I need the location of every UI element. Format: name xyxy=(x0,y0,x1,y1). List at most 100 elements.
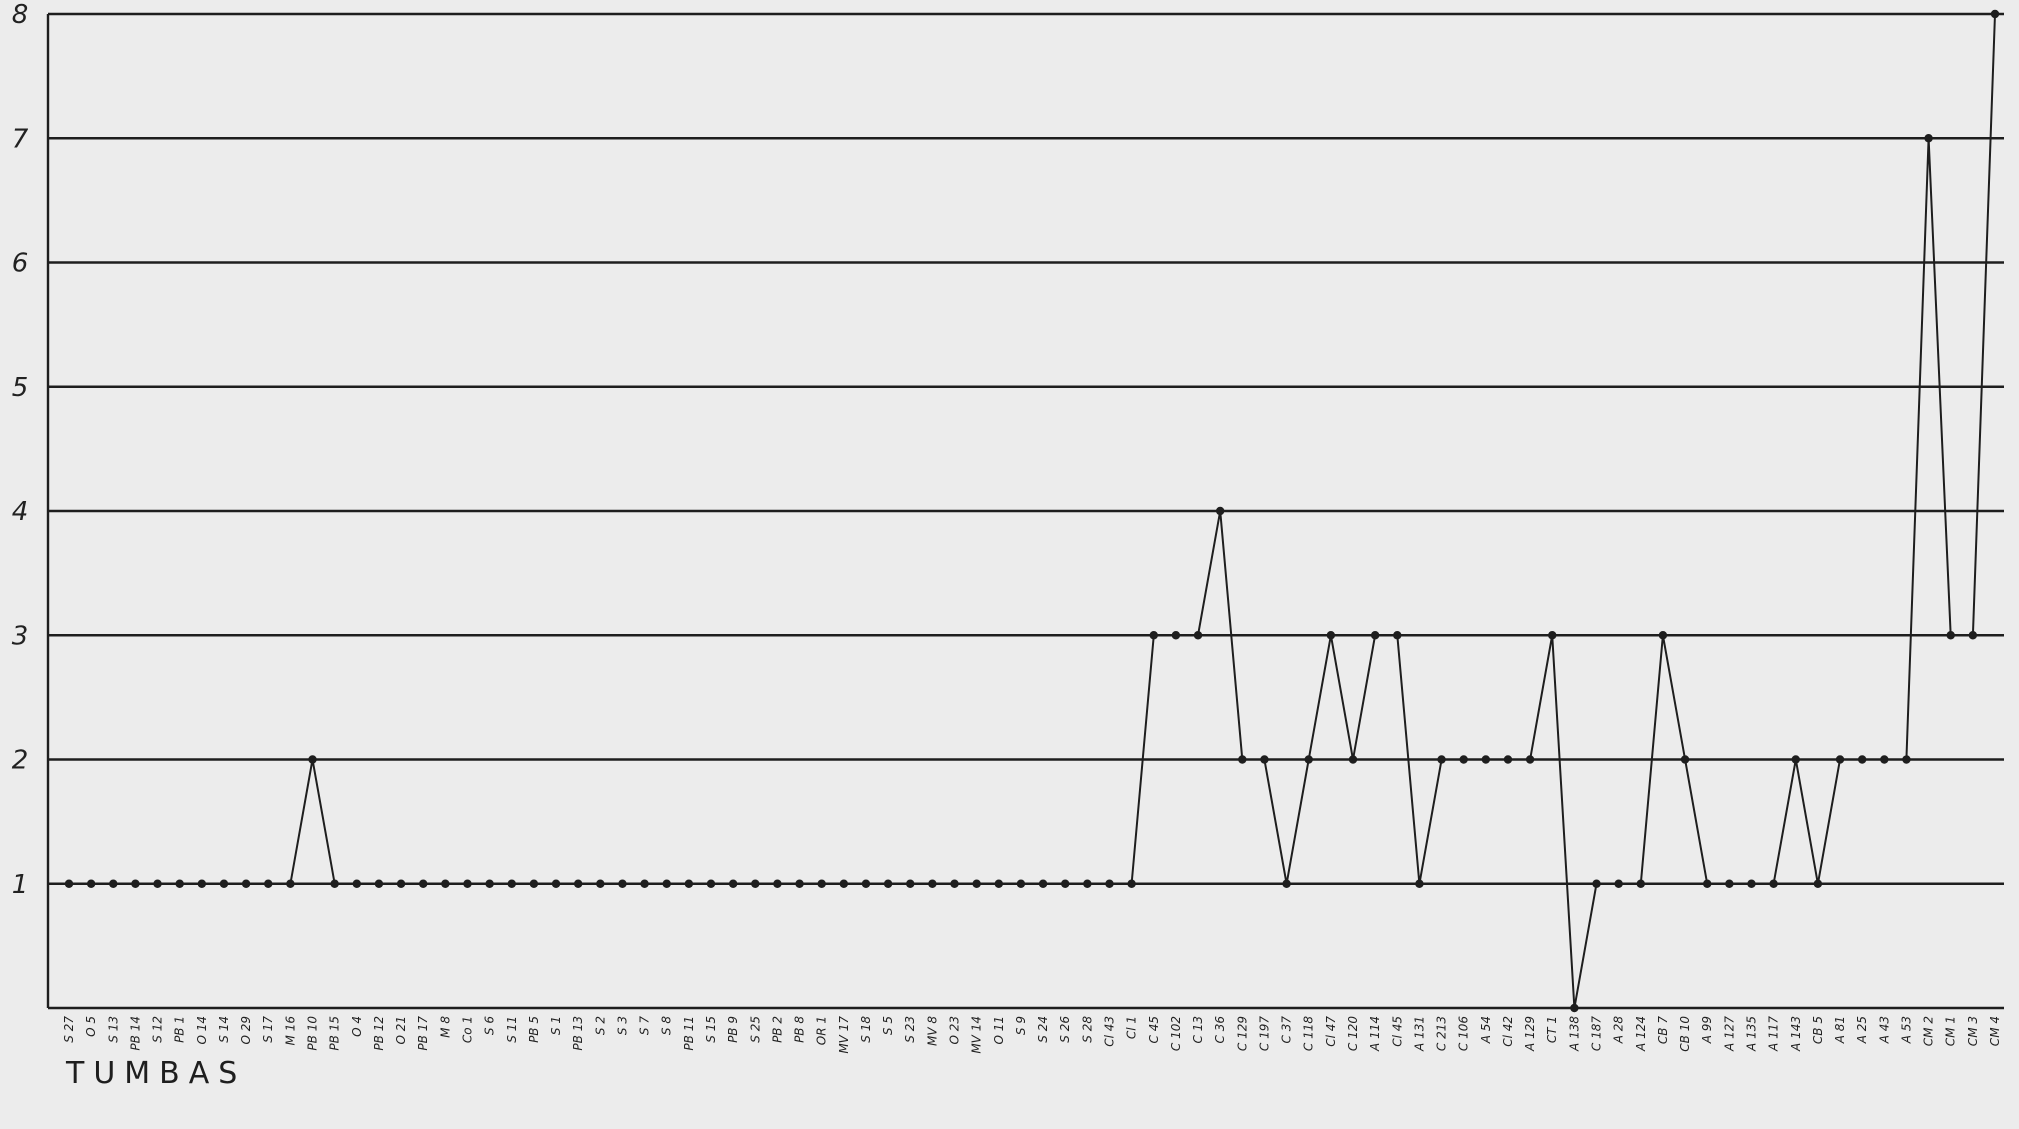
data-point xyxy=(463,879,472,888)
data-point xyxy=(308,755,317,764)
x-tick-label: PB 12 xyxy=(372,1016,386,1051)
data-point xyxy=(861,879,871,888)
data-point xyxy=(573,879,583,888)
data-point xyxy=(1193,631,1203,640)
data-point xyxy=(1835,755,1845,764)
x-tick-label: Co 1 xyxy=(460,1016,474,1043)
data-point xyxy=(1149,631,1158,640)
x-tick-label: CT 1 xyxy=(1545,1016,1559,1043)
x-tick-label: CB 10 xyxy=(1678,1016,1692,1052)
data-point xyxy=(1725,879,1734,888)
data-point xyxy=(1747,879,1756,888)
y-tick-label: 1 xyxy=(12,870,29,900)
data-point xyxy=(1924,134,1933,143)
data-point xyxy=(529,879,539,888)
data-point xyxy=(1348,755,1358,764)
x-tick-label: A 43 xyxy=(1877,1016,1891,1044)
x-tick-label: S 9 xyxy=(1014,1016,1028,1035)
data-point xyxy=(728,879,738,888)
x-tick-label: S 6 xyxy=(483,1016,497,1035)
data-point xyxy=(1238,755,1247,764)
x-tick-label: A 117 xyxy=(1767,1016,1781,1052)
data-point xyxy=(1857,755,1867,764)
data-point xyxy=(330,879,339,888)
x-tick-label: S 28 xyxy=(1080,1016,1094,1043)
data-point xyxy=(1282,879,1291,888)
x-tick-label: S 25 xyxy=(748,1016,762,1043)
x-tick-label: PB 10 xyxy=(306,1016,320,1051)
data-point xyxy=(1658,631,1668,640)
data-point xyxy=(839,879,849,888)
x-tick-label: OR 1 xyxy=(815,1016,829,1045)
data-point xyxy=(175,879,184,888)
data-point xyxy=(950,879,959,888)
x-tick-label: O 5 xyxy=(84,1016,98,1037)
data-point xyxy=(109,879,118,888)
data-point xyxy=(286,879,295,888)
x-tick-label: A 99 xyxy=(1700,1016,1714,1044)
data-point xyxy=(1393,631,1402,640)
x-tick-label: S 18 xyxy=(859,1016,873,1043)
data-point xyxy=(596,879,605,888)
x-tick-label: A 143 xyxy=(1789,1016,1803,1052)
x-tick-label: MV 14 xyxy=(970,1016,984,1054)
data-point xyxy=(1570,1003,1579,1013)
y-tick-label: 7 xyxy=(12,124,29,154)
data-point xyxy=(751,879,760,888)
data-point xyxy=(928,879,937,888)
y-tick-label: 5 xyxy=(12,373,29,403)
x-tick-label: S 1 xyxy=(549,1016,563,1035)
data-point xyxy=(1415,879,1424,888)
data-point xyxy=(1946,631,1955,640)
x-tick-label: A 25 xyxy=(1855,1016,1869,1044)
x-tick-label: A 131 xyxy=(1412,1016,1426,1052)
data-point xyxy=(1105,879,1114,888)
x-tick-label: O 29 xyxy=(239,1016,253,1045)
data-point xyxy=(1459,755,1468,764)
x-tick-label: A 81 xyxy=(1833,1016,1847,1044)
x-tick-label: C 36 xyxy=(1213,1016,1227,1044)
x-tick-label: M 16 xyxy=(283,1016,297,1046)
x-tick-label: A 135 xyxy=(1744,1016,1758,1052)
data-point xyxy=(906,879,915,888)
data-point xyxy=(264,879,273,888)
data-point xyxy=(441,879,450,888)
x-tick-label: CB 7 xyxy=(1656,1016,1670,1044)
data-point xyxy=(131,879,140,888)
data-point xyxy=(640,879,649,888)
x-tick-label: Cl 1 xyxy=(1125,1016,1139,1039)
data-point xyxy=(352,879,361,888)
data-point xyxy=(1614,879,1623,888)
x-tick-label: C 197 xyxy=(1257,1016,1271,1051)
x-tick-label: A 53 xyxy=(1899,1016,1913,1044)
x-tick-label: S 12 xyxy=(151,1016,165,1043)
x-tick-label: O 23 xyxy=(948,1016,962,1045)
x-tick-label: C 45 xyxy=(1147,1016,1161,1043)
data-point xyxy=(1791,755,1800,764)
x-tick-label: C 118 xyxy=(1302,1016,1316,1051)
y-tick-label: 8 xyxy=(12,0,29,30)
x-tick-label: A 28 xyxy=(1612,1016,1626,1045)
data-point xyxy=(1016,879,1026,888)
x-tick-label: PB 14 xyxy=(128,1016,142,1051)
data-point xyxy=(1437,755,1446,764)
data-point xyxy=(773,879,782,888)
x-tick-label: PB 2 xyxy=(770,1016,784,1043)
x-tick-label: MV 17 xyxy=(837,1016,851,1054)
x-tick-label: C 129 xyxy=(1235,1016,1249,1051)
data-point xyxy=(1548,631,1557,640)
x-tick-label: CM 1 xyxy=(1944,1016,1958,1046)
data-point xyxy=(1880,755,1889,764)
data-point xyxy=(1503,755,1513,764)
data-point xyxy=(86,879,96,888)
data-point xyxy=(795,879,804,888)
y-tick-label: 2 xyxy=(12,746,29,776)
x-tick-label: O 11 xyxy=(992,1016,1006,1045)
data-point xyxy=(1636,879,1645,888)
data-point xyxy=(153,879,162,888)
x-tick-label: A 127 xyxy=(1722,1016,1736,1052)
x-tick-label: O 4 xyxy=(350,1016,364,1037)
x-tick-label: S 2 xyxy=(593,1016,607,1035)
x-tick-label: PB 15 xyxy=(328,1016,342,1051)
